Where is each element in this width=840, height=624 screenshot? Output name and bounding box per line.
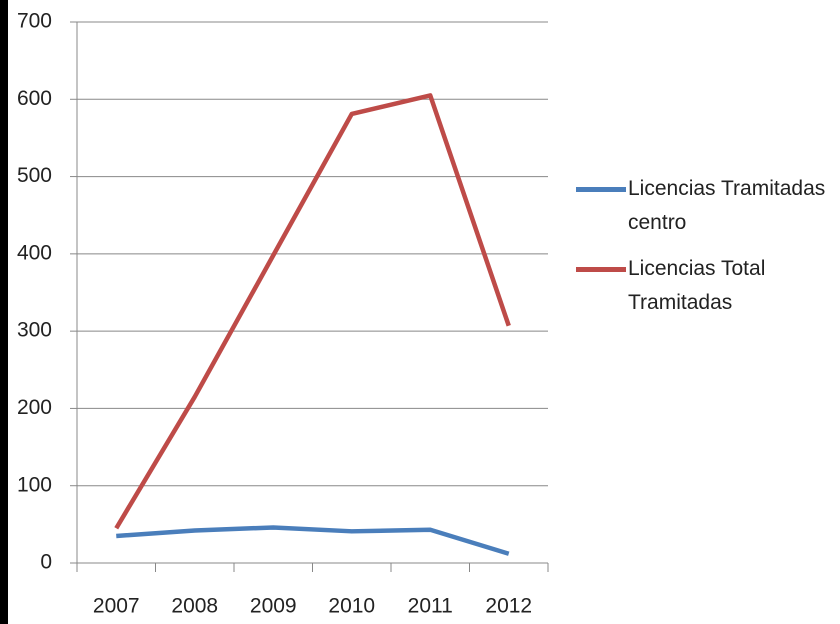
- legend-label: Licencias Total Tramitadas: [628, 257, 766, 314]
- legend-label: Licencias Tramitadas centro: [628, 177, 826, 234]
- y-tick-label: 200: [17, 396, 52, 419]
- legend-item: Licencias Total Tramitadas: [576, 252, 838, 320]
- y-tick-label: 300: [17, 319, 52, 342]
- y-tick-label: 500: [17, 164, 52, 187]
- series-line: [116, 525, 510, 556]
- y-tick-label: 0: [40, 551, 52, 574]
- x-tick-label: 2011: [408, 595, 453, 618]
- x-tick-label: 2008: [171, 595, 218, 618]
- y-tick-label: 400: [17, 241, 52, 264]
- series-line: [114, 93, 511, 530]
- y-tick-label: 700: [17, 10, 52, 33]
- legend-swatch: [576, 187, 626, 192]
- y-tick-label: 600: [17, 87, 52, 110]
- legend: Licencias Tramitadas centro Licencias Tot…: [576, 172, 838, 332]
- left-border: [0, 0, 8, 624]
- x-tick-label: 2010: [328, 595, 375, 618]
- legend-swatch: [576, 267, 626, 272]
- x-tick-label: 2007: [93, 595, 140, 618]
- x-tick-label: 2012: [485, 595, 532, 618]
- x-tick-label: 2009: [250, 595, 297, 618]
- legend-item: Licencias Tramitadas centro: [576, 172, 838, 240]
- y-tick-label: 100: [17, 473, 52, 496]
